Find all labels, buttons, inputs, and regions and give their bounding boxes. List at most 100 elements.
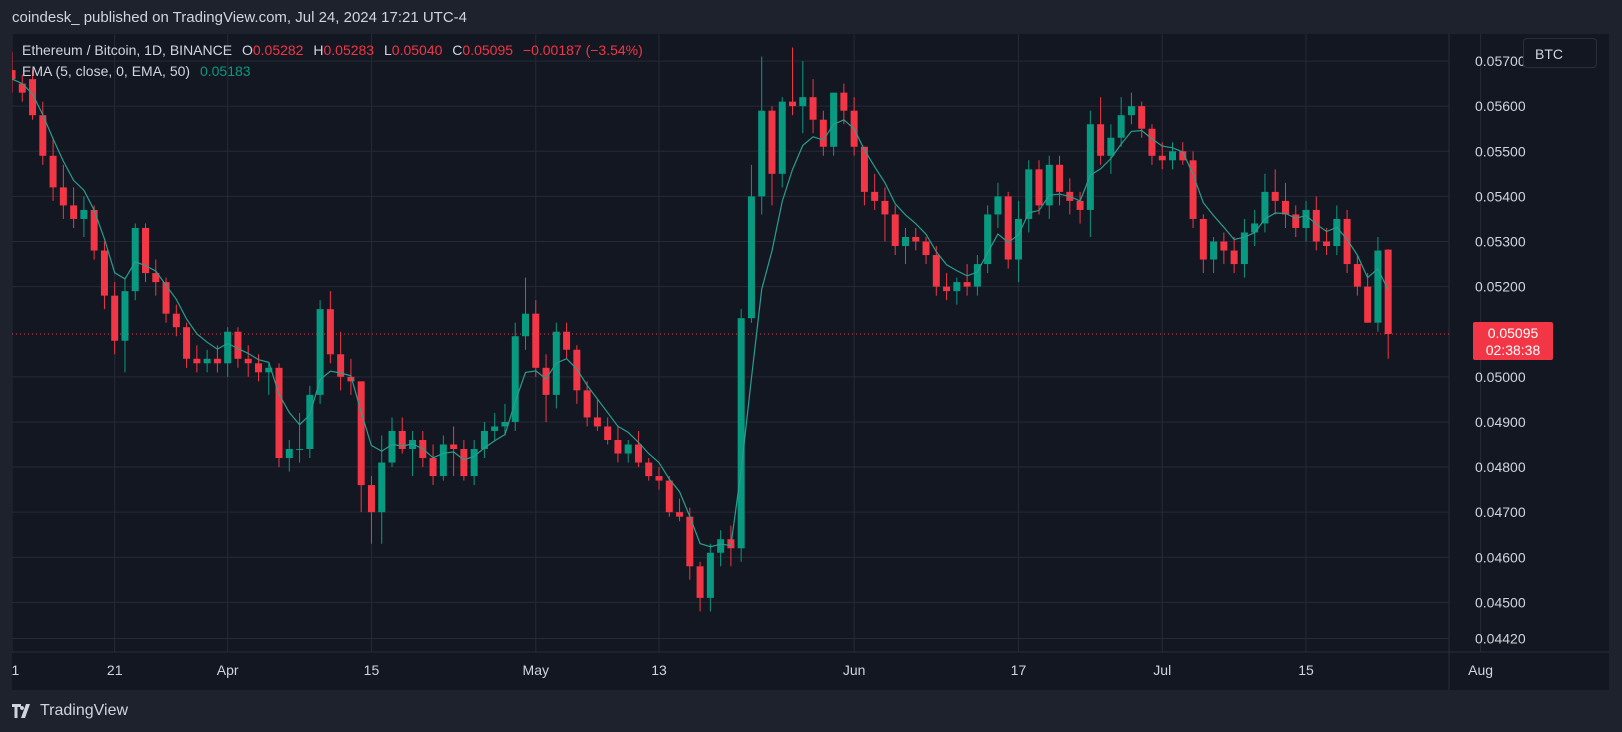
candle-down (840, 83, 848, 125)
candle-body (70, 205, 78, 219)
candle-body (59, 187, 67, 206)
time-tick-label: 21 (107, 662, 123, 678)
ema-label[interactable]: EMA (5, close, 0, EMA, 50) (22, 63, 191, 79)
price-axis[interactable]: 0.05700 0.05600 0.05500 0.05400 0.05300 0.052… (1475, 53, 1526, 646)
candle-up (1117, 97, 1125, 147)
candle-body (789, 101, 797, 107)
candle-up (511, 322, 519, 431)
candle-body (480, 430, 488, 450)
candle-body (696, 566, 704, 598)
candle-down (645, 458, 653, 481)
candle-down (337, 331, 345, 391)
candle-body (224, 331, 232, 364)
candle-down (234, 327, 242, 368)
candle-down (604, 417, 612, 445)
time-axis[interactable]: 11 21 Apr 15 May 13 Jun 17 Jul 15 Aug (12, 662, 1493, 678)
candle-down (39, 101, 47, 165)
time-tick-label: 15 (364, 662, 380, 678)
grid (12, 34, 1482, 652)
candle-down (1384, 249, 1392, 359)
candle-body (1014, 218, 1022, 260)
candle-body (193, 358, 201, 364)
candle-down (912, 227, 920, 251)
candle-up (203, 349, 211, 373)
candle-body (152, 273, 160, 283)
candle-up (1025, 160, 1033, 233)
low-label: L (383, 42, 392, 58)
candle-up (1251, 209, 1259, 247)
candle-body (1117, 115, 1125, 138)
candle-up (984, 205, 992, 274)
candle-down (1056, 155, 1064, 206)
price-tick-label: 0.04900 (1475, 414, 1526, 430)
candle-body (1374, 250, 1382, 323)
open-value: 0.05282 (252, 42, 304, 58)
candle-body (131, 227, 139, 292)
candle-down (1199, 214, 1207, 274)
candle-down (275, 363, 283, 468)
candle-body (1312, 209, 1320, 242)
candle-down (1353, 255, 1361, 296)
candle-down (254, 354, 262, 382)
candle-down (1220, 232, 1228, 265)
candles (12, 47, 1392, 612)
candle-down (665, 476, 673, 517)
candle-up (285, 439, 293, 472)
open-label: O (241, 42, 253, 58)
candle-up (491, 412, 499, 440)
candle-body (881, 200, 889, 215)
candle-body (100, 250, 108, 296)
symbol-label[interactable]: Ethereum / Bitcoin, 1D, BINANCE (22, 42, 233, 58)
ohlc-legend-row: Ethereum / Bitcoin, 1D, BINANCE O0.05282… (22, 40, 643, 61)
candle-body (891, 214, 899, 247)
candle-up (901, 227, 909, 265)
candle-body (994, 196, 1002, 215)
candle-down (450, 426, 458, 477)
candle-up (1210, 236, 1218, 274)
candle-body (450, 444, 458, 450)
candlestick-chart[interactable]: 0.05700 0.05600 0.05500 0.05400 0.05300 0.052… (12, 34, 1609, 690)
candle-body (347, 376, 355, 382)
candle-body (244, 358, 252, 364)
candle-down (614, 426, 622, 463)
candle-down (634, 430, 642, 468)
candle-body (326, 309, 334, 355)
candle-up (306, 385, 314, 459)
candle-down (963, 264, 971, 296)
candle-up (121, 277, 129, 373)
candle-body (121, 291, 129, 341)
candle-body (1230, 250, 1238, 265)
candle-down (696, 561, 704, 612)
candle-body (1281, 200, 1289, 215)
ema-legend-row: EMA (5, close, 0, EMA, 50) 0.05183 (22, 61, 643, 82)
candle-body (90, 209, 98, 251)
price-tick-label: 0.04500 (1475, 594, 1526, 610)
chart-pane[interactable]: 0.05700 0.05600 0.05500 0.05400 0.05300 0.052… (12, 34, 1609, 690)
candle-body (1251, 223, 1259, 233)
candle-down (90, 205, 98, 260)
candle-down (12, 52, 16, 93)
candle-body (367, 485, 375, 513)
candle-body (1292, 214, 1300, 228)
candle-body (799, 97, 807, 107)
candle-down (100, 241, 108, 310)
candle-body (49, 155, 57, 188)
candle-down (49, 137, 57, 201)
candle-down (70, 187, 78, 228)
high-value: 0.05283 (323, 42, 375, 58)
candle-body (624, 444, 632, 454)
candle-up (316, 300, 324, 404)
bar-countdown: 02:38:38 (1486, 342, 1541, 358)
candle-body (172, 313, 180, 328)
price-tick-label: 0.05000 (1475, 369, 1526, 385)
tradingview-logo[interactable]: TradingView (12, 702, 128, 720)
candle-body (1384, 249, 1392, 334)
price-tick-label: 0.05600 (1475, 98, 1526, 114)
candle-up (1333, 205, 1341, 256)
currency-button[interactable]: BTC (1523, 38, 1597, 68)
close-label: C (452, 42, 463, 58)
price-tick-label: 0.05500 (1475, 143, 1526, 159)
candle-body (1261, 191, 1269, 224)
candle-up (439, 435, 447, 481)
candle-down (1271, 169, 1279, 215)
